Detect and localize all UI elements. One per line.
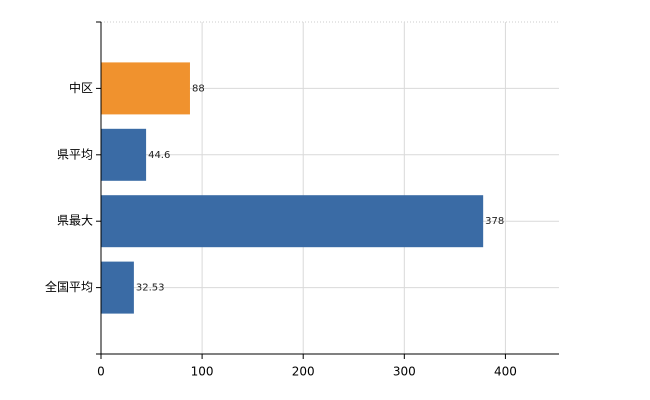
- bar: [101, 195, 484, 248]
- x-tick-label: 200: [292, 365, 315, 379]
- bar: [101, 261, 134, 314]
- y-tick-label: 中区: [69, 80, 93, 95]
- bar: [101, 62, 190, 115]
- x-tick-label: 100: [191, 365, 214, 379]
- x-tick-label: 300: [393, 365, 416, 379]
- y-tick-label: 全国平均: [45, 279, 93, 294]
- value-label: 32.53: [136, 283, 165, 294]
- value-label: 378: [485, 216, 504, 227]
- y-tick-label: 県最大: [57, 214, 93, 228]
- y-tick-label: 県平均: [57, 147, 93, 161]
- bar: [101, 128, 147, 181]
- x-tick-label: 0: [97, 365, 105, 379]
- value-label: 44.6: [148, 150, 170, 161]
- x-tick-label: 400: [494, 365, 517, 379]
- value-label: 88: [192, 83, 205, 94]
